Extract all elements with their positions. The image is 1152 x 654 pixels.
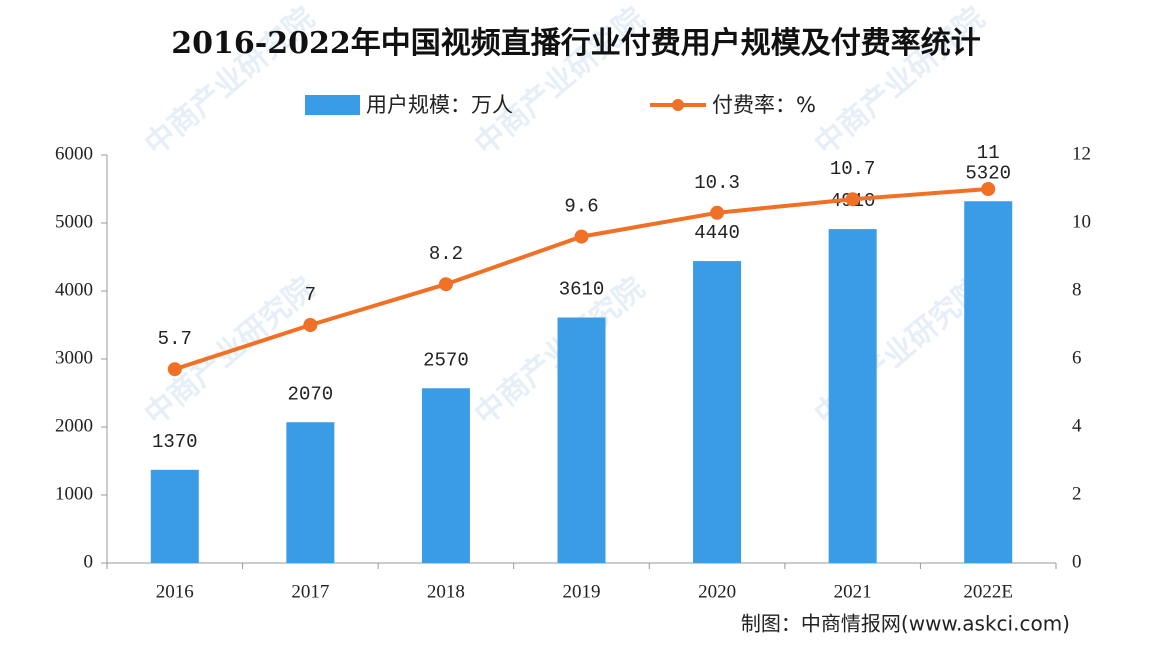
x-tick-label: 2018 [427, 581, 465, 602]
y-tick-label: 3000 [55, 347, 93, 368]
y2-tick-label: 8 [1072, 279, 1082, 300]
chart-title: 2016-2022年中国视频直播行业付费用户规模及付费率统计 [171, 26, 980, 61]
bar [421, 388, 470, 563]
line-marker [574, 229, 589, 244]
y2-tick-label: 4 [1072, 415, 1082, 436]
y2-tick-label: 2 [1072, 483, 1082, 504]
line-marker [710, 205, 725, 220]
bar-value-label: 4440 [694, 222, 740, 244]
y-tick-label: 1000 [55, 483, 93, 504]
line-value-label: 11 [977, 142, 1000, 164]
legend-swatch [672, 99, 684, 111]
bar [828, 229, 877, 563]
bar [150, 469, 199, 563]
line-marker [167, 362, 182, 377]
line-value-label: 8.2 [429, 243, 463, 265]
bar-value-label: 5320 [965, 162, 1011, 184]
source-note: 制图：中商情报网(www.askci.com) [741, 612, 1070, 636]
bar-value-label: 2070 [288, 383, 334, 405]
x-tick-label: 2016 [156, 581, 194, 602]
line-value-label: 5.7 [158, 328, 192, 350]
line-value-label: 10.7 [830, 158, 876, 180]
line-marker [303, 318, 318, 332]
bar [286, 422, 335, 563]
y2-tick-label: 6 [1072, 347, 1082, 368]
bar [964, 201, 1013, 564]
bar [557, 317, 606, 563]
line-value-label: 7 [305, 284, 316, 306]
line-marker [438, 277, 453, 292]
y-tick-label: 5000 [55, 211, 93, 232]
line-marker [981, 182, 996, 196]
bar [693, 261, 742, 563]
legend-label: 付费率：% [712, 93, 816, 117]
x-tick-label: 2022E [963, 581, 1013, 602]
y-tick-label: 0 [84, 551, 94, 572]
y-tick-label: 4000 [55, 279, 93, 300]
line-value-label: 10.3 [694, 172, 740, 194]
bar-value-label: 3610 [559, 279, 605, 301]
x-tick-label: 2021 [834, 581, 872, 602]
x-tick-label: 2019 [563, 581, 601, 602]
bar-value-label: 1370 [152, 431, 198, 453]
legend-label: 用户规模：万人 [366, 93, 513, 117]
y2-tick-label: 0 [1072, 551, 1082, 572]
y2-tick-label: 12 [1072, 143, 1091, 164]
x-tick-label: 2020 [698, 581, 736, 602]
y-tick-label: 6000 [55, 143, 93, 164]
bar-value-label: 2570 [423, 349, 469, 371]
y2-tick-label: 10 [1072, 211, 1091, 232]
x-tick-label: 2017 [291, 581, 329, 602]
line-marker [845, 192, 860, 207]
y-tick-label: 2000 [55, 415, 93, 436]
legend-swatch [305, 95, 360, 115]
line-value-label: 9.6 [564, 196, 598, 218]
